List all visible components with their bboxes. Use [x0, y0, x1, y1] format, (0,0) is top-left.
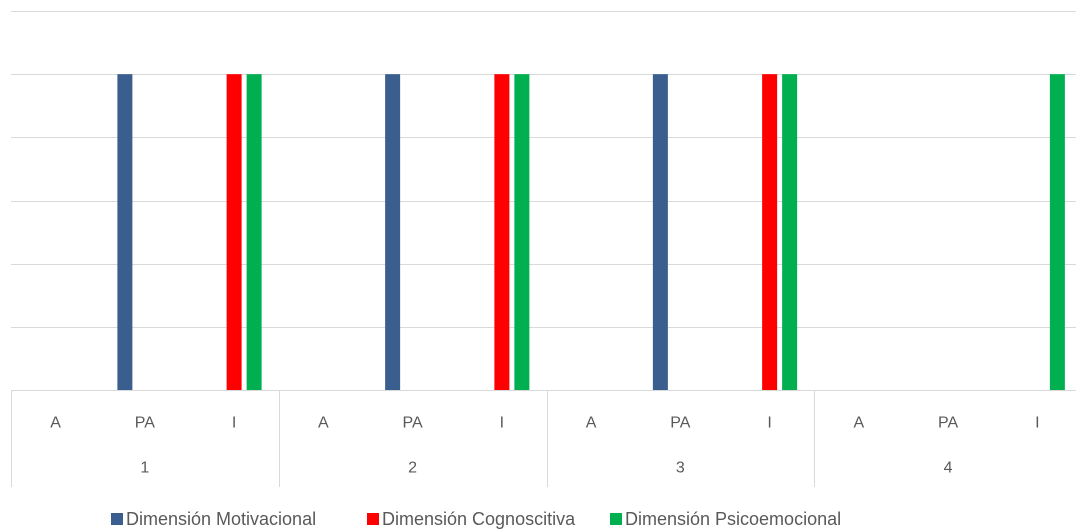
legend-swatch-dimension-cognoscitiva — [367, 513, 379, 525]
legend-label-dimension-cognoscitiva: Dimensión Cognoscitiva — [382, 509, 576, 529]
tick-label-group: 3 — [676, 460, 685, 477]
tick-label-sub: I — [500, 415, 504, 432]
bar-dimension-psicoemocional-4-I — [1049, 74, 1065, 391]
tick-label-sub: PA — [403, 415, 423, 432]
tick-label-sub: A — [318, 415, 329, 432]
legend-label-dimension-psicoemocional: Dimensión Psicoemocional — [625, 509, 841, 529]
gridlines — [11, 11, 1076, 391]
tick-label-group: 1 — [140, 460, 149, 477]
tick-label-sub: A — [854, 415, 865, 432]
category-axis: A PA I 1 A PA I 2 A PA I 3 A PA I 4 — [11, 390, 1076, 487]
bar-dimension-psicoemocional-3-I — [782, 74, 798, 391]
bar-dimension-motivacional-2-PA — [385, 74, 401, 391]
bar-dimension-cognoscitiva-3-I — [762, 74, 778, 391]
tick-label-group: 4 — [944, 460, 953, 477]
legend: Dimensión Motivacional Dimensión Cognosci… — [111, 509, 841, 529]
bar-dimension-psicoemocional-1-I — [246, 74, 262, 391]
tick-label-sub: I — [1035, 415, 1039, 432]
legend-swatch-dimension-psicoemocional — [610, 513, 622, 525]
bar-dimension-cognoscitiva-2-I — [494, 74, 510, 391]
legend-label-dimension-motivacional: Dimensión Motivacional — [126, 509, 316, 529]
bar-dimension-motivacional-1-PA — [117, 74, 133, 391]
tick-label-sub: A — [50, 415, 61, 432]
tick-label-group: 2 — [408, 460, 417, 477]
tick-label-sub: I — [767, 415, 771, 432]
bars — [117, 74, 1065, 391]
tick-label-sub: I — [232, 415, 236, 432]
tick-label-sub: PA — [938, 415, 958, 432]
bar-dimension-psicoemocional-2-I — [514, 74, 530, 391]
bar-dimension-cognoscitiva-1-I — [226, 74, 242, 391]
tick-label-sub: PA — [670, 415, 690, 432]
legend-swatch-dimension-motivacional — [111, 513, 123, 525]
tick-label-sub: PA — [135, 415, 155, 432]
bar-dimension-motivacional-3-PA — [652, 74, 668, 391]
tick-label-sub: A — [586, 415, 597, 432]
